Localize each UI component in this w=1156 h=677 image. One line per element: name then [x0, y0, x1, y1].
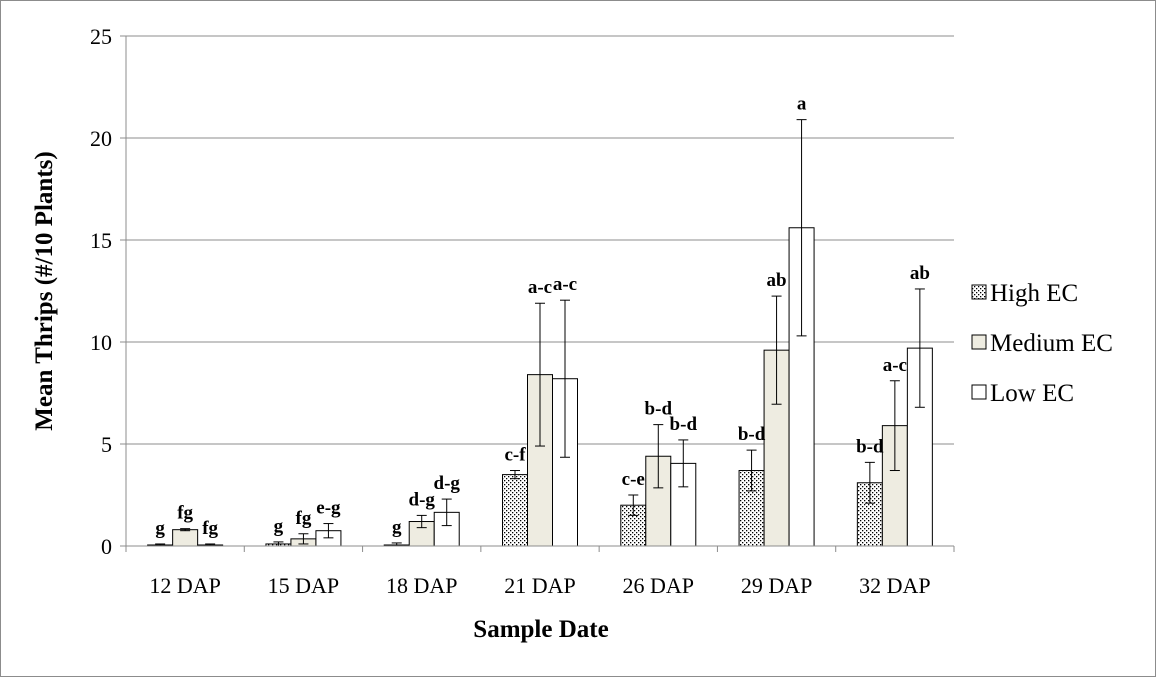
- x-tick-label: 18 DAP: [386, 573, 458, 598]
- bar: [172, 529, 199, 547]
- significance-labels: g g gc-fc-eb-db-dfg fgd-ga-cb-daba-cfge-gd-…: [155, 94, 930, 539]
- data-label: fg: [296, 508, 312, 529]
- y-tick-label: 5: [101, 432, 112, 457]
- data-label: a-c: [883, 355, 907, 376]
- legend-swatch: [971, 334, 987, 350]
- data-label: fg: [177, 503, 193, 524]
- bar: [502, 474, 528, 547]
- y-tick-label: 0: [101, 534, 112, 559]
- x-tick-label: 29 DAP: [741, 573, 813, 598]
- data-label: b-d: [856, 436, 884, 457]
- data-label: c-f: [504, 445, 526, 466]
- y-axis-title: Mean Thrips (#/10 Plants): [31, 151, 58, 430]
- data-label: c-e: [622, 469, 645, 490]
- data-label: g: [274, 516, 284, 537]
- data-label: b-d: [670, 414, 698, 435]
- x-tick-label: 21 DAP: [504, 573, 576, 598]
- legend: High EC Medium EC Low EC: [971, 280, 1113, 407]
- data-label: b-d: [738, 424, 766, 445]
- data-label: d-g: [434, 473, 461, 494]
- x-tick-label: 26 DAP: [623, 573, 695, 598]
- error-bars: [155, 119, 925, 547]
- data-label: b-d: [645, 399, 673, 420]
- legend-label: Low EC: [990, 380, 1074, 407]
- data-label: a: [797, 94, 807, 115]
- x-tick-label: 12 DAP: [149, 573, 221, 598]
- y-tick-label: 10: [90, 330, 112, 355]
- y-tick-label: 15: [90, 228, 112, 253]
- legend-swatch: [971, 284, 987, 300]
- y-tick-label: 25: [90, 24, 112, 49]
- data-label: d-g: [409, 489, 436, 510]
- data-label: e-g: [316, 498, 341, 519]
- x-tick-label: 32 DAP: [859, 573, 931, 598]
- axes: 0 5 10 15 20 25 12 DAP 15 DAP 18 DAP 21 DAP 26 DAP…: [90, 24, 955, 598]
- data-label: ab: [767, 270, 787, 291]
- data-label: fg: [202, 518, 218, 539]
- x-axis-title: Sample Date: [473, 616, 608, 643]
- legend-swatch: [971, 384, 987, 400]
- data-label: ab: [910, 263, 930, 284]
- data-label: a-c: [528, 277, 552, 298]
- x-tick-label: 15 DAP: [268, 573, 340, 598]
- y-tick-label: 20: [90, 126, 112, 151]
- data-label: g: [155, 518, 165, 539]
- data-label: a-c: [553, 274, 577, 295]
- legend-label: Medium EC: [990, 330, 1113, 357]
- legend-label: High EC: [990, 280, 1078, 307]
- data-label: g: [392, 517, 402, 538]
